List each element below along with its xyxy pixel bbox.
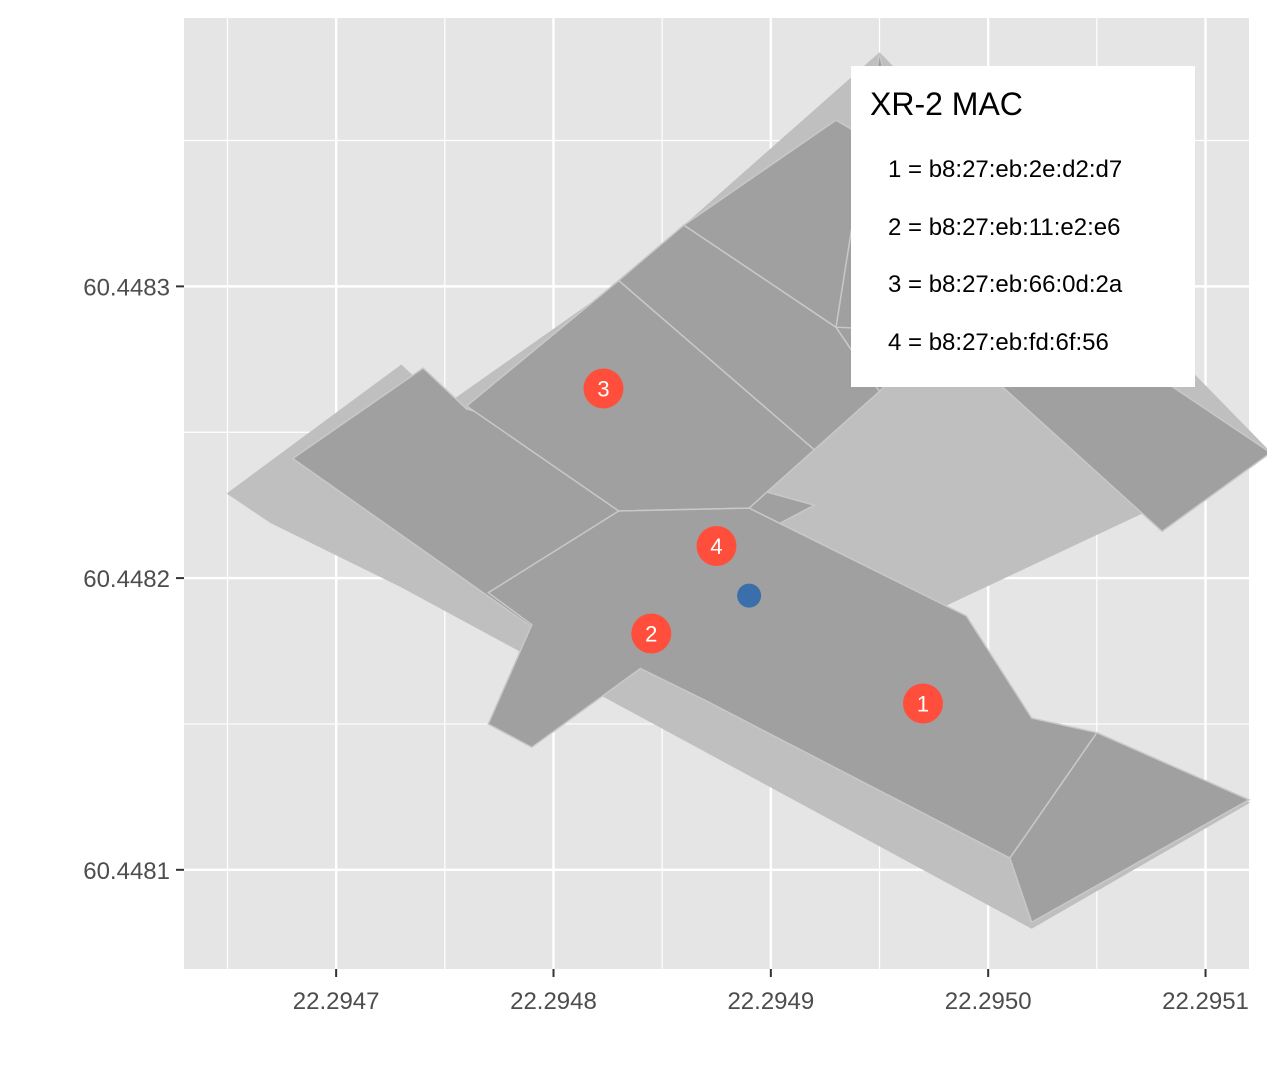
beacon-3	[583, 368, 624, 409]
estimated-position	[737, 583, 762, 608]
legend-entry-3: 3 = b8:27:eb:66:0d:2a	[888, 271, 1123, 298]
legend-entry-2: 2 = b8:27:eb:11:e2:e6	[888, 214, 1120, 241]
beacon-points: 1 2 3 4	[583, 368, 943, 724]
room-5	[486, 507, 1099, 860]
beacon-label-1: 1	[917, 692, 929, 717]
legend-box	[851, 66, 1195, 387]
axes: 22.2947 22.2948 22.2949 22.2950 22.2951 60.44…	[83, 274, 1249, 1015]
y-tick-label: 60.4482	[83, 566, 170, 593]
legend-entry-4: 4 = b8:27:eb:fd:6f:56	[888, 329, 1109, 356]
x-tick-label: 22.2951	[1162, 988, 1249, 1015]
x-tick-label: 22.2949	[727, 988, 814, 1015]
y-tick-label: 60.4481	[83, 858, 170, 885]
x-tick-label: 22.2950	[945, 988, 1032, 1015]
x-tick-label: 22.2947	[293, 988, 380, 1015]
legend-title: XR-2 MAC	[870, 86, 1023, 122]
beacon-label-2: 2	[645, 622, 657, 647]
y-tick-label: 60.4483	[83, 274, 170, 301]
beacon-2	[631, 613, 672, 654]
room-2	[465, 279, 816, 512]
legend: XR-2 MAC 1 = b8:27:eb:2e:d2:d7 2 = b8:27…	[851, 66, 1195, 387]
beacon-1	[902, 683, 943, 724]
building-rooms	[291, 52, 1267, 924]
beacon-label-3: 3	[597, 376, 609, 401]
legend-entry-1: 1 = b8:27:eb:2e:d2:d7	[888, 156, 1122, 183]
x-tick-label: 22.2948	[510, 988, 597, 1015]
beacon-label-4: 4	[710, 534, 722, 559]
room-6	[1009, 731, 1251, 924]
beacon-4	[696, 526, 737, 567]
